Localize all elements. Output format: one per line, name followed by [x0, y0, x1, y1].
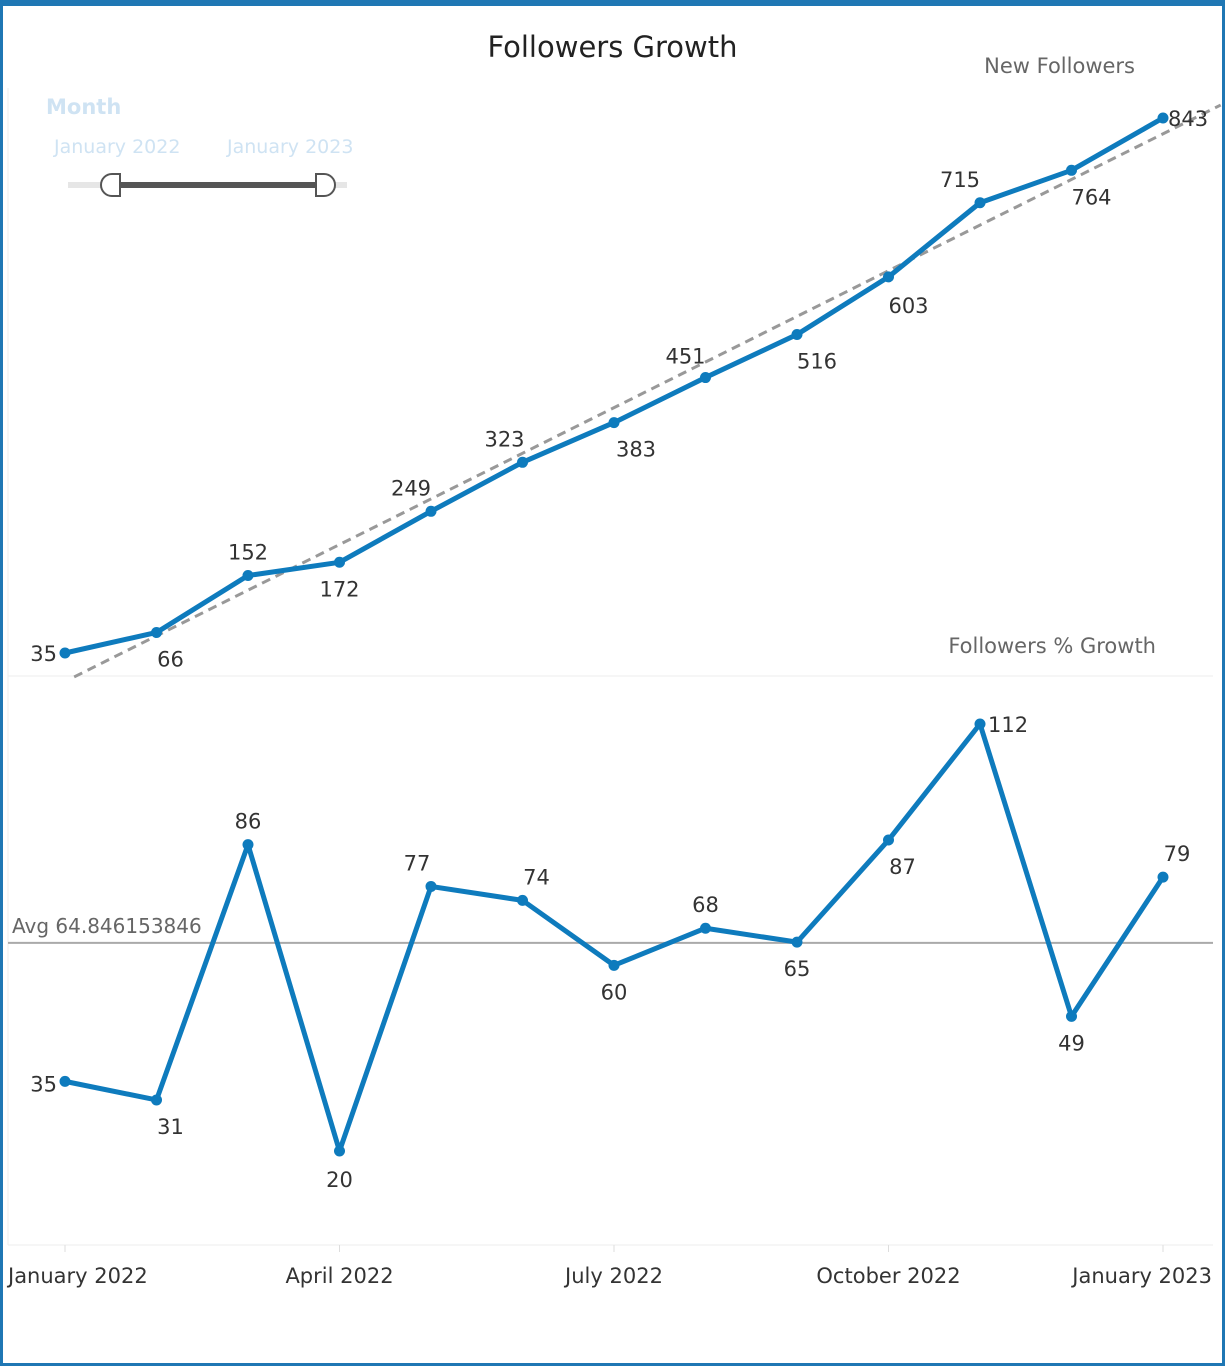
new-followers-line	[64, 115, 1165, 656]
trend-line-path	[73, 103, 1222, 679]
growth-series: 35 31 86 20 77 74 60 68 65 87 112 49 79	[30, 713, 1190, 1192]
growth-data-label: 77	[404, 851, 431, 875]
new-followers-data-label: 843	[1168, 107, 1208, 131]
new-followers-data-label: 516	[797, 350, 837, 374]
new-followers-data-label: 172	[319, 577, 359, 601]
growth-data-label: 60	[601, 980, 628, 1004]
month-filter-start: January 2022	[54, 136, 181, 158]
growth-point[interactable]	[334, 1145, 345, 1157]
growth-data-label: 79	[1164, 842, 1191, 866]
new-followers-point[interactable]	[974, 197, 986, 209]
slider-start-handle[interactable]	[100, 173, 121, 197]
new-followers-point[interactable]	[1157, 112, 1169, 124]
new-followers-data-label: 249	[391, 476, 431, 500]
growth-panel-title: Followers % Growth	[948, 634, 1156, 658]
average-label: Avg 64.846153846	[12, 914, 202, 938]
dashboard-title: Followers Growth	[487, 30, 738, 64]
new-followers-data-label: 35	[30, 642, 57, 666]
growth-point[interactable]	[242, 839, 254, 851]
new-followers-data-label: 383	[616, 438, 656, 462]
growth-point[interactable]	[608, 959, 620, 971]
growth-data-label: 86	[235, 810, 262, 834]
growth-point[interactable]	[791, 936, 803, 948]
new-followers-data-label: 451	[665, 345, 705, 369]
new-followers-point[interactable]	[700, 372, 711, 384]
month-range-slider[interactable]	[68, 173, 347, 197]
growth-data-label: 31	[157, 1115, 184, 1139]
new-followers-data-label: 764	[1071, 185, 1111, 209]
new-followers-data-label: 152	[228, 541, 268, 565]
new-followers-data-label: 66	[157, 647, 184, 671]
growth-point[interactable]	[1066, 1010, 1077, 1022]
new-followers-point[interactable]	[791, 329, 803, 341]
new-followers-point[interactable]	[59, 647, 71, 659]
x-axis-ticks: January 2022 April 2022 July 2022 October 2…	[6, 1245, 1212, 1288]
x-tick-label: April 2022	[285, 1264, 393, 1288]
new-followers-point[interactable]	[883, 271, 894, 283]
growth-data-label: 87	[889, 855, 916, 879]
growth-point[interactable]	[59, 1075, 71, 1087]
growth-data-label: 35	[30, 1072, 57, 1096]
new-followers-point[interactable]	[1066, 164, 1077, 176]
x-tick-label: January 2022	[6, 1264, 148, 1288]
new-followers-panel-title: New Followers	[984, 54, 1135, 78]
new-followers-point[interactable]	[151, 626, 162, 638]
x-tick-label: October 2022	[816, 1264, 960, 1288]
growth-line	[64, 721, 1166, 1154]
slider-end-handle[interactable]	[315, 173, 336, 197]
new-followers-point[interactable]	[608, 417, 620, 429]
growth-data-label: 20	[326, 1168, 353, 1192]
x-tick-label: July 2022	[563, 1264, 663, 1288]
growth-data-label: 65	[784, 957, 811, 981]
growth-point[interactable]	[425, 880, 437, 892]
growth-data-label: 68	[692, 893, 719, 917]
month-filter-label: Month	[46, 95, 122, 119]
average-reference: Avg 64.846153846	[8, 914, 1213, 944]
growth-point[interactable]	[151, 1094, 162, 1106]
trend-line	[73, 103, 1222, 679]
new-followers-data-label: 323	[484, 427, 524, 451]
new-followers-data-label: 603	[888, 294, 928, 318]
new-followers-point[interactable]	[242, 570, 254, 582]
new-followers-series: 35 66 152 172 249 323 383 451 516 603 715 764 843	[30, 107, 1208, 671]
growth-point[interactable]	[1157, 871, 1169, 883]
growth-point[interactable]	[517, 894, 528, 906]
x-tick-label: January 2023	[1070, 1264, 1212, 1288]
month-filter-end: January 2023	[227, 136, 354, 158]
growth-point[interactable]	[974, 718, 986, 730]
new-followers-point[interactable]	[334, 556, 345, 568]
growth-data-label: 112	[988, 713, 1028, 737]
new-followers-data-label: 715	[940, 168, 980, 192]
growth-point[interactable]	[883, 834, 894, 846]
growth-point[interactable]	[700, 922, 711, 934]
new-followers-point[interactable]	[517, 456, 528, 468]
growth-data-label: 49	[1058, 1031, 1085, 1055]
growth-data-label: 74	[523, 865, 550, 889]
new-followers-point[interactable]	[425, 505, 437, 517]
